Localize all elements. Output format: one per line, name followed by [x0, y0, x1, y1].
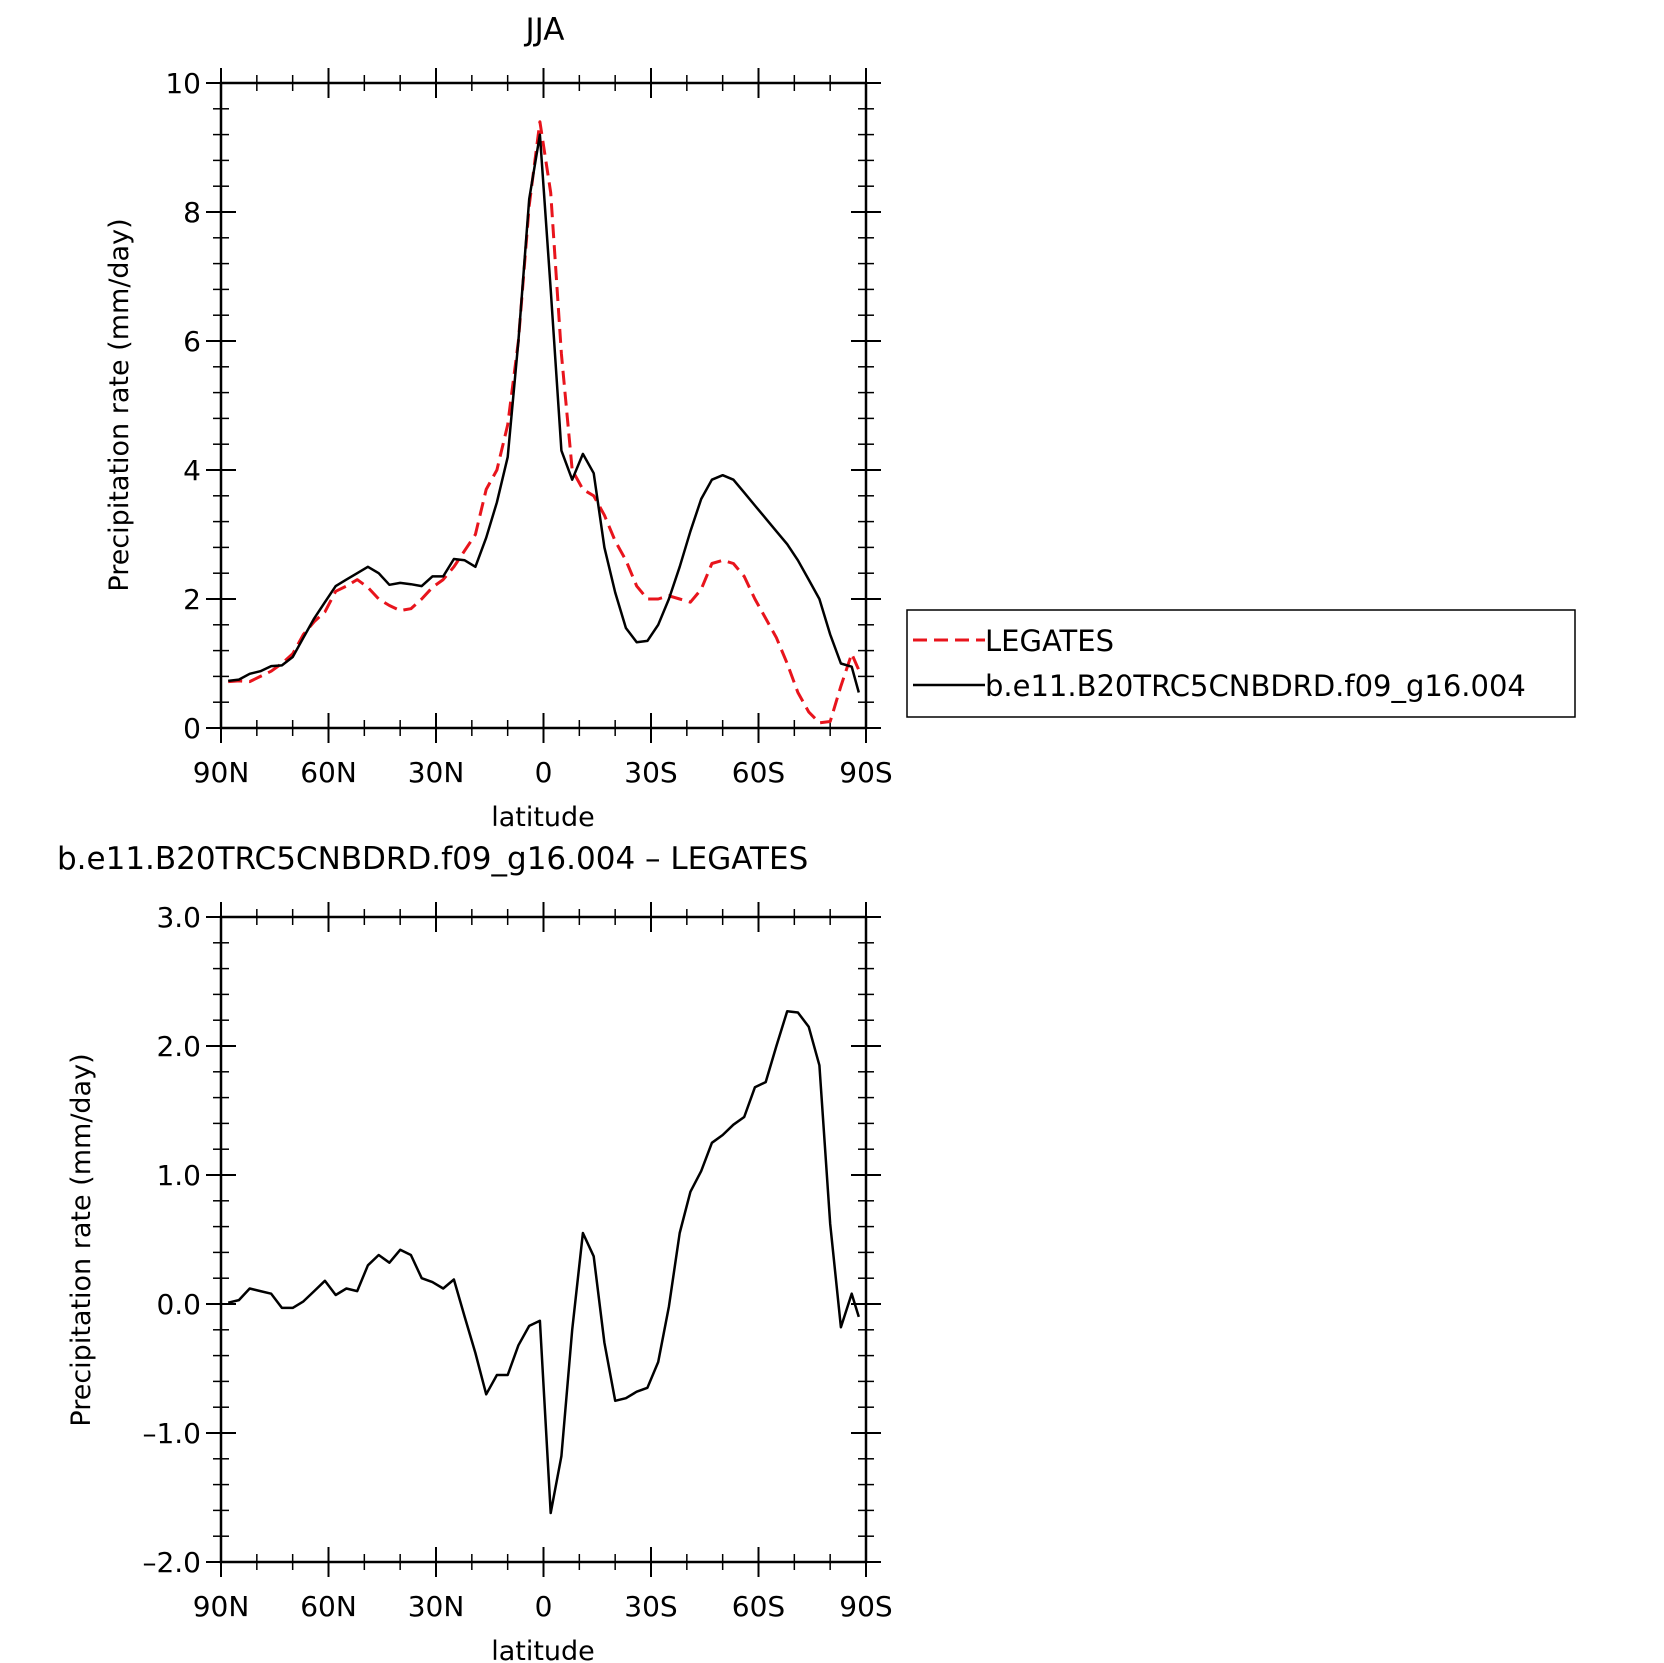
- top-x-tick-labels: 90N 60N 30N 0 30S 60S 90S: [193, 756, 893, 789]
- bottom-chart-title: b.e11.B20TRC5CNBDRD.f09_g16.004 – LEGATE…: [57, 841, 808, 877]
- top-y-tick-label: 0: [183, 712, 201, 745]
- bot-y-tick-label: –1.0: [142, 1417, 201, 1450]
- bot-y-tick-label: 0.0: [156, 1288, 201, 1321]
- top-y-tick-label: 10: [165, 67, 201, 100]
- top-x-tick-label: 0: [535, 756, 553, 789]
- bottom-y-axis-label: Precipitation rate (mm/day): [66, 1053, 97, 1426]
- legend: LEGATES b.e11.B20TRC5CNBDRD.f09_g16.004: [906, 609, 1576, 718]
- bot-y-tick-label: 2.0: [156, 1030, 201, 1063]
- top-series-model-line: [228, 133, 861, 693]
- bot-x-tick-label: 60S: [732, 1590, 785, 1623]
- legend-label-model: b.e11.B20TRC5CNBDRD.f09_g16.004: [985, 669, 1526, 703]
- top-x-tick-label: 60N: [300, 756, 357, 789]
- top-series-group: [228, 120, 861, 725]
- top-x-tick-label: 30N: [408, 756, 465, 789]
- bot-x-tick-label: 30S: [624, 1590, 677, 1623]
- top-y-tick-label: 6: [183, 325, 201, 358]
- bot-x-tick-label: 60N: [300, 1590, 357, 1623]
- top-y-tick-label: 8: [183, 196, 201, 229]
- top-series-legates-line: [228, 120, 861, 725]
- legend-label-legates: LEGATES: [985, 624, 1114, 658]
- bottom-panel: b.e11.B20TRC5CNBDRD.f09_g16.004 – LEGATE…: [57, 841, 893, 1663]
- top-y-tick-labels: 0 2 4 6 8 10: [165, 67, 201, 745]
- top-x-tick-label: 90N: [193, 756, 250, 789]
- bot-x-tick-label: 0: [535, 1590, 553, 1623]
- top-x-tick-label: 60S: [732, 756, 785, 789]
- top-x-tick-label: 90S: [839, 756, 892, 789]
- top-panel: JJA 0 2 4 6 8 10 90N 60N 30N 0 30S 60S 90S Precipit…: [104, 12, 893, 833]
- top-chart-title: JJA: [524, 12, 565, 48]
- bot-x-tick-label: 30N: [408, 1590, 465, 1623]
- bottom-y-tick-labels: –2.0 –1.0 0.0 1.0 2.0 3.0: [142, 901, 201, 1579]
- top-y-axis-label: Precipitation rate (mm/day): [104, 218, 135, 591]
- top-y-tick-label: 4: [183, 454, 201, 487]
- top-plot-frame: [219, 81, 868, 730]
- bottom-plot-frame: [219, 915, 868, 1564]
- bottom-series-group: [227, 1009, 860, 1515]
- bot-series-difference-line: [227, 1009, 860, 1515]
- bottom-x-tick-labels: 90N 60N 30N 0 30S 60S 90S: [193, 1590, 893, 1623]
- bot-x-tick-label: 90N: [193, 1590, 250, 1623]
- top-x-axis-label: latitude: [491, 802, 595, 833]
- top-y-tick-label: 2: [183, 583, 201, 616]
- bot-y-tick-label: 1.0: [156, 1159, 201, 1192]
- bot-x-tick-label: 90S: [839, 1590, 892, 1623]
- bottom-x-axis-label: latitude: [491, 1636, 595, 1663]
- legend-box: [906, 609, 1576, 718]
- bot-y-tick-label: –2.0: [142, 1546, 201, 1579]
- top-x-tick-label: 30S: [624, 756, 677, 789]
- bot-y-tick-label: 3.0: [156, 901, 201, 934]
- bottom-tick-marks: [206, 902, 881, 1577]
